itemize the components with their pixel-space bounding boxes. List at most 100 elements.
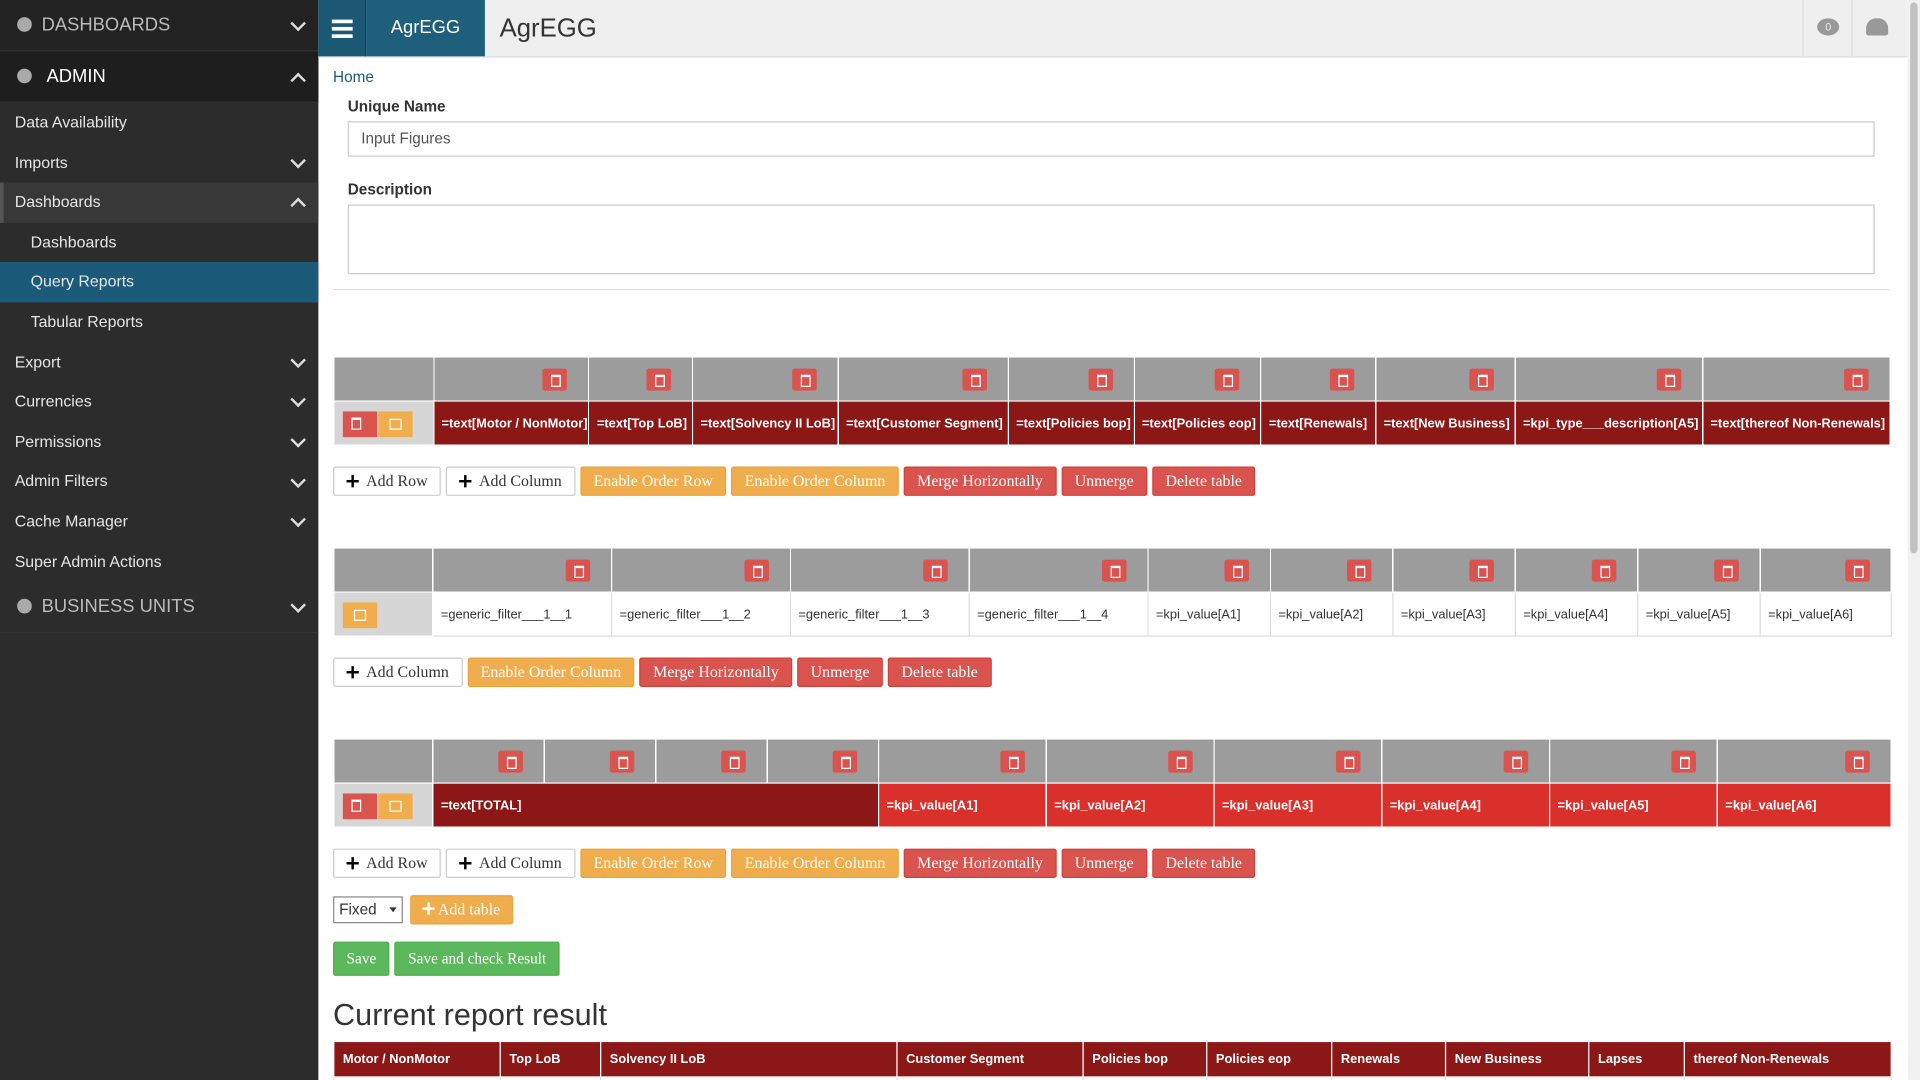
delete-column-button[interactable]: [1102, 559, 1127, 582]
cell[interactable]: =kpi_value[A2]: [1045, 782, 1215, 828]
button[interactable]: Enable Order Column: [731, 466, 899, 496]
delete-column-button[interactable]: [1329, 368, 1355, 391]
button[interactable]: Delete table: [887, 657, 992, 687]
delete-column-button[interactable]: [832, 750, 858, 773]
cell[interactable]: =generic_filter___1__2: [611, 591, 792, 637]
delete-column-button[interactable]: [1503, 750, 1529, 773]
button[interactable]: Delete table: [1152, 466, 1256, 496]
cell[interactable]: =text[Solvency II LoB]: [691, 400, 839, 446]
delete-column-button[interactable]: [1000, 750, 1025, 773]
delete-column-button[interactable]: [1346, 559, 1372, 582]
cell[interactable]: =text[Policies eop]: [1133, 400, 1262, 446]
cell[interactable]: =kpi_value[A3]: [1213, 782, 1383, 828]
nav-item[interactable]: Cache Manager: [0, 502, 318, 542]
delete-column-button[interactable]: [543, 368, 568, 391]
nav-item[interactable]: Export: [0, 342, 318, 382]
cell[interactable]: =text[Renewals]: [1260, 400, 1377, 446]
button[interactable]: Enable Order Column: [731, 848, 899, 878]
button[interactable]: Unmerge: [797, 657, 884, 687]
delete-column-button[interactable]: [1088, 368, 1113, 391]
delete-column-button[interactable]: [609, 750, 635, 773]
button[interactable]: Add Column: [333, 657, 463, 687]
cell[interactable]: =kpi_value[A1]: [1147, 591, 1272, 637]
delete-column-button[interactable]: [565, 559, 591, 582]
delete-row-button[interactable]: [342, 411, 378, 438]
button[interactable]: Add Row: [333, 848, 442, 878]
delete-column-button[interactable]: [721, 750, 746, 773]
button[interactable]: Enable Order Column: [467, 657, 635, 687]
scrollbar[interactable]: [1907, 0, 1920, 1080]
button[interactable]: Delete table: [1152, 848, 1256, 878]
section-admin[interactable]: ADMIN: [0, 51, 319, 103]
cell[interactable]: =kpi_value[A6]: [1716, 782, 1892, 828]
cell[interactable]: =kpi_value[A4]: [1381, 782, 1551, 828]
button[interactable]: Add Column: [445, 466, 576, 496]
cell[interactable]: =text[Customer Segment]: [837, 400, 1009, 446]
delete-column-button[interactable]: [498, 750, 523, 773]
nav-item[interactable]: Super Admin Actions: [0, 542, 318, 582]
delete-column-button[interactable]: [1845, 750, 1870, 773]
button[interactable]: Unmerge: [1061, 848, 1148, 878]
cell[interactable]: =kpi_type___description[A5]: [1514, 400, 1704, 446]
delete-column-button[interactable]: [962, 368, 987, 391]
delete-column-button[interactable]: [1591, 559, 1617, 582]
delete-column-button[interactable]: [1168, 750, 1193, 773]
save-button[interactable]: Save: [333, 941, 390, 976]
description-input[interactable]: [347, 204, 1875, 275]
nav-item[interactable]: Dashboards: [0, 223, 318, 263]
cell[interactable]: =kpi_value[A6]: [1759, 591, 1892, 637]
delete-row-button[interactable]: [342, 793, 378, 820]
nav-item[interactable]: Query Reports: [0, 262, 319, 303]
button[interactable]: Enable Order Row: [580, 848, 727, 878]
button[interactable]: Add Column: [445, 848, 576, 878]
user-menu[interactable]: [1851, 0, 1901, 57]
delete-column-button[interactable]: [923, 559, 948, 582]
delete-column-button[interactable]: [744, 559, 769, 582]
nav-item[interactable]: Data Availability: [0, 103, 318, 143]
cell[interactable]: =kpi_value[A3]: [1392, 591, 1516, 637]
button[interactable]: Unmerge: [1061, 466, 1148, 496]
delete-column-button[interactable]: [1844, 368, 1869, 391]
nav-item[interactable]: Tabular Reports: [0, 302, 318, 342]
table-type-select[interactable]: Fixed: [333, 896, 403, 924]
button[interactable]: Merge Horizontally: [639, 657, 793, 687]
delete-column-button[interactable]: [1671, 750, 1696, 773]
button[interactable]: Merge Horizontally: [903, 466, 1057, 496]
cell[interactable]: =text[Motor / NonMotor]: [432, 400, 590, 446]
edit-row-button[interactable]: [378, 793, 413, 820]
nav-item[interactable]: Admin Filters: [0, 462, 318, 502]
cell[interactable]: =generic_filter___1__1: [432, 591, 613, 637]
name-input[interactable]: Input Figures: [347, 121, 1875, 157]
cell[interactable]: =generic_filter___1__3: [789, 591, 970, 637]
delete-column-button[interactable]: [1714, 559, 1739, 582]
logo[interactable]: AgrEGG: [366, 0, 485, 57]
delete-column-button[interactable]: [1469, 559, 1494, 582]
save-check-button[interactable]: Save and check Result: [394, 941, 560, 976]
delete-column-button[interactable]: [1845, 559, 1870, 582]
button[interactable]: Enable Order Row: [580, 466, 727, 496]
cell[interactable]: =kpi_value[A4]: [1514, 591, 1639, 637]
section-business-units[interactable]: BUSINESS UNITS: [0, 582, 319, 634]
messages[interactable]: 0: [1802, 0, 1852, 57]
cell[interactable]: =generic_filter___1__4: [968, 591, 1149, 637]
button[interactable]: Add Row: [333, 466, 442, 496]
cell[interactable]: =text[thereof Non-Renewals]: [1701, 400, 1891, 446]
cell[interactable]: =kpi_value[A2]: [1269, 591, 1394, 637]
add-table-button[interactable]: Add table: [409, 895, 514, 925]
nav-item[interactable]: Imports: [0, 143, 318, 183]
breadcrumb[interactable]: Home: [333, 68, 374, 86]
cell[interactable]: =text[New Business]: [1375, 400, 1516, 446]
delete-column-button[interactable]: [1335, 750, 1361, 773]
edit-row-button[interactable]: [342, 602, 378, 629]
delete-column-button[interactable]: [1224, 559, 1249, 582]
cell[interactable]: =text[Top LoB]: [588, 400, 694, 446]
nav-item[interactable]: Dashboards: [0, 182, 319, 223]
cell[interactable]: =text[TOTAL]: [432, 782, 880, 828]
cell[interactable]: =kpi_value[A5]: [1637, 591, 1761, 637]
nav-item[interactable]: Permissions: [0, 422, 318, 462]
cell[interactable]: =kpi_value[A1]: [877, 782, 1047, 828]
delete-column-button[interactable]: [1656, 368, 1682, 391]
edit-row-button[interactable]: [378, 411, 413, 438]
nav-item[interactable]: Currencies: [0, 382, 318, 422]
cell[interactable]: =text[Policies bop]: [1007, 400, 1135, 446]
